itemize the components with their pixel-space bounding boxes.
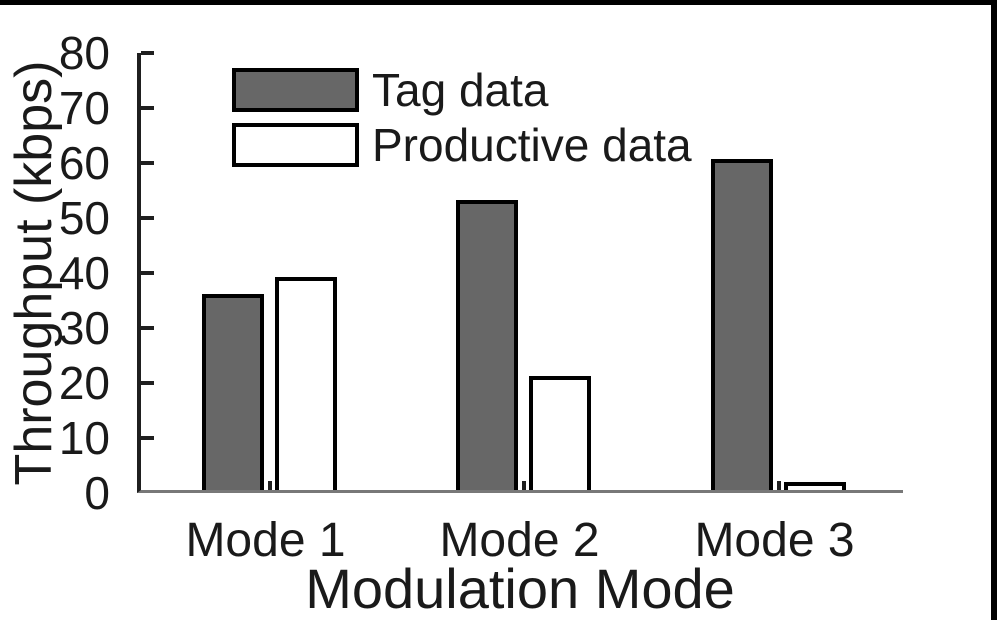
- bar-tag-data-mode-1: [202, 293, 264, 490]
- y-tick-mark-80: [141, 51, 154, 55]
- bar-tag-data-mode-3: [711, 158, 773, 490]
- y-tick-mark-40: [141, 271, 154, 275]
- legend-entry-tag-data: Tag data: [232, 64, 549, 116]
- y-tick-mark-30: [141, 326, 154, 330]
- bar-productive-data-mode-2: [529, 376, 591, 490]
- legend-label-tag-data: Tag data: [372, 64, 549, 116]
- legend-entry-productive-data: Productive data: [232, 119, 692, 171]
- bar-productive-data-mode-1: [275, 277, 337, 490]
- x-tick-label-3: Mode 3: [694, 514, 855, 567]
- y-tick-label-50: 50: [58, 192, 110, 244]
- legend-swatch-tag-data: [232, 68, 359, 112]
- y-tick-mark-50: [141, 216, 154, 220]
- x-axis-title: Modulation Mode: [305, 557, 735, 620]
- y-tick-mark-20: [141, 381, 154, 385]
- y-tick-label-40: 40: [58, 247, 110, 299]
- y-tick-label-20: 20: [58, 357, 110, 409]
- legend-label-productive-data: Productive data: [372, 119, 692, 171]
- x-tick-mark-2: [521, 481, 526, 490]
- x-tick-mark-3: [776, 481, 781, 490]
- y-tick-label-70: 70: [58, 82, 110, 134]
- x-tick-mark-1: [267, 481, 272, 490]
- y-tick-label-30: 30: [58, 302, 110, 354]
- y-tick-mark-10: [141, 436, 154, 440]
- y-tick-label-0: 0: [84, 467, 110, 519]
- bar-productive-data-mode-3: [784, 482, 846, 490]
- y-tick-label-10: 10: [58, 412, 110, 464]
- y-tick-label-60: 60: [58, 137, 110, 189]
- legend-swatch-productive-data: [232, 123, 359, 167]
- y-tick-mark-70: [141, 106, 154, 110]
- y-tick-label-80: 80: [58, 27, 110, 79]
- bar-tag-data-mode-2: [456, 200, 518, 490]
- y-tick-mark-60: [141, 161, 154, 165]
- plot-area: Tag data Productive data: [137, 51, 903, 493]
- x-tick-label-2: Mode 2: [439, 514, 600, 567]
- x-tick-label-1: Mode 1: [185, 514, 346, 567]
